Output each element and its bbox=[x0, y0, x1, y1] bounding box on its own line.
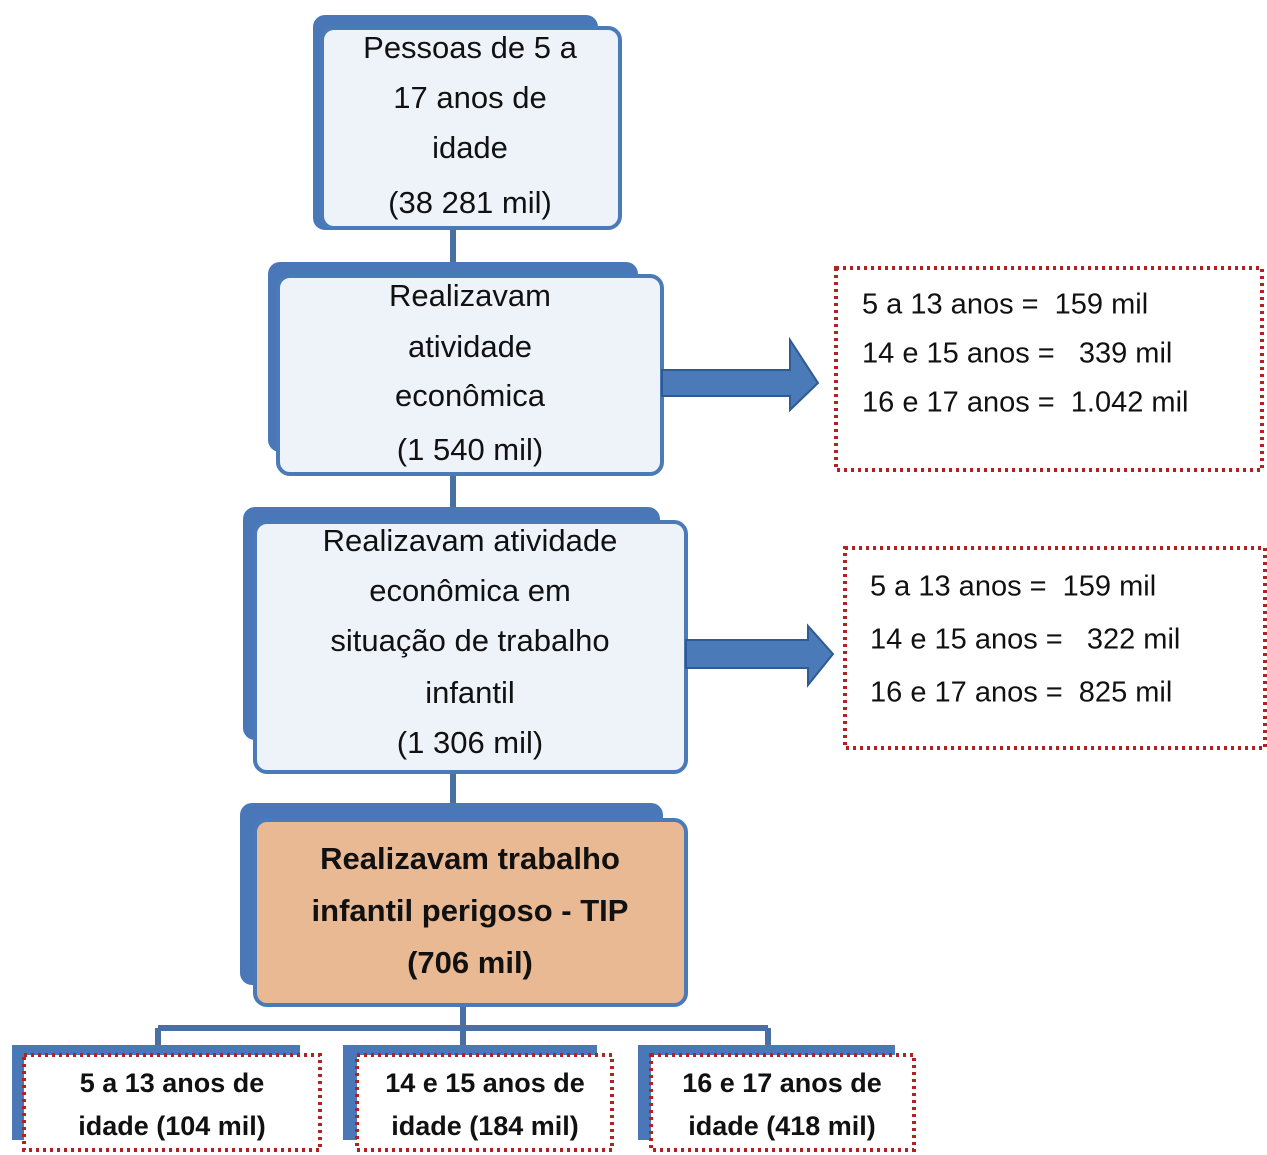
age-label: idade (184 mil) bbox=[391, 1111, 579, 1141]
node-label: (1 540 mil) bbox=[397, 432, 543, 467]
age-box bbox=[649, 1053, 916, 1152]
node-label: situação de trabalho bbox=[330, 623, 609, 658]
side-label: 14 e 15 anos = 322 mil bbox=[870, 624, 1180, 656]
node-label: Realizavam trabalho bbox=[320, 841, 620, 876]
node-label: Realizavam atividade bbox=[323, 523, 618, 558]
node-label: infantil perigoso - TIP bbox=[312, 893, 629, 928]
age-label: idade (418 mil) bbox=[688, 1111, 876, 1141]
side-label: 5 a 13 anos = 159 mil bbox=[862, 289, 1148, 321]
side-label: 16 e 17 anos = 1.042 mil bbox=[862, 387, 1188, 419]
age-label: 16 e 17 anos de bbox=[682, 1068, 882, 1098]
age-box bbox=[22, 1053, 322, 1152]
node-label: econômica bbox=[395, 378, 546, 413]
side-box bbox=[843, 546, 1267, 750]
side-label: 5 a 13 anos = 159 mil bbox=[870, 571, 1156, 603]
node-label: Realizavam bbox=[389, 278, 551, 313]
arrow bbox=[661, 336, 820, 413]
side-label: 16 e 17 anos = 825 mil bbox=[870, 677, 1172, 709]
age-box bbox=[355, 1053, 614, 1152]
arrow bbox=[685, 623, 835, 688]
age-label: idade (104 mil) bbox=[78, 1111, 266, 1141]
node-label: (1 306 mil) bbox=[397, 725, 543, 760]
age-label: 5 a 13 anos de bbox=[80, 1068, 265, 1098]
node-label: Pessoas de 5 a bbox=[363, 30, 577, 65]
node-label: (38 281 mil) bbox=[388, 185, 552, 220]
texts: Pessoas de 5 a 17 anos de idade (38 281 mil… bbox=[78, 30, 1188, 1141]
node-label: infantil bbox=[425, 675, 515, 710]
highlight-box bbox=[253, 818, 688, 1007]
node-label: 17 anos de bbox=[393, 80, 546, 115]
node-label: econômica em bbox=[369, 573, 571, 608]
side-box bbox=[834, 266, 1264, 472]
side-label: 14 e 15 anos = 339 mil bbox=[862, 338, 1172, 370]
age-label: 14 e 15 anos de bbox=[385, 1068, 585, 1098]
connector bbox=[155, 1005, 771, 1048]
box bbox=[320, 26, 622, 230]
node-label: atividade bbox=[408, 329, 532, 364]
node-label: idade bbox=[432, 130, 508, 165]
node-label: (706 mil) bbox=[407, 945, 533, 980]
